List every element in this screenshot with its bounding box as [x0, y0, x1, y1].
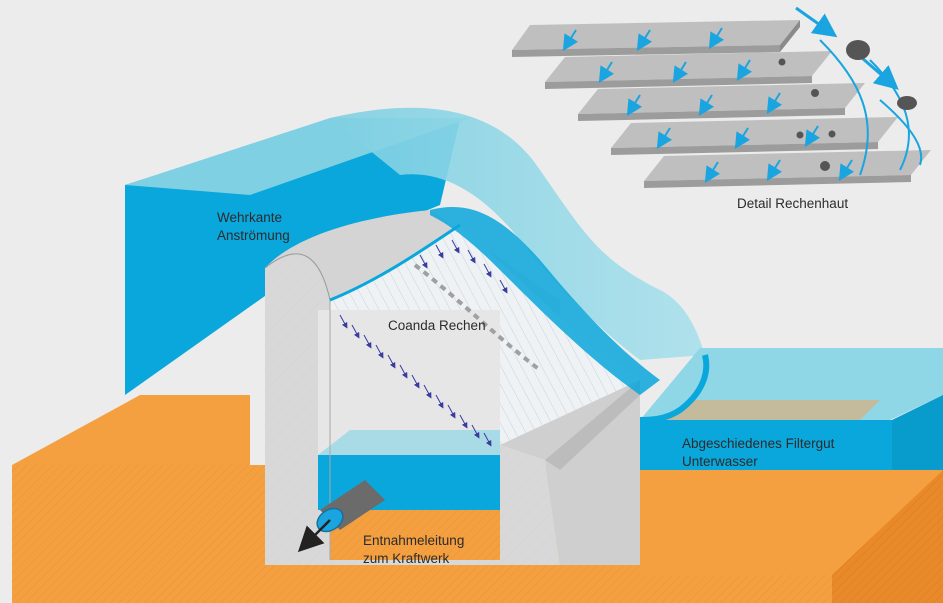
- screen-flow-arrows: [339, 239, 508, 447]
- debris-particles: [778, 40, 917, 171]
- label-entnahmeleitung: Entnahmeleitung: [363, 533, 464, 548]
- detail-bar: [512, 20, 800, 57]
- detail-flow-arrows: [562, 6, 923, 184]
- label-filtergut: Abgeschiedenes Filtergut: [682, 436, 835, 451]
- weir-structure: [264, 210, 640, 566]
- detail-bar: [611, 117, 898, 155]
- label-unterwasser: Unterwasser: [682, 454, 758, 469]
- label-detail-rechenhaut: Detail Rechenhaut: [737, 196, 848, 211]
- label-anstroemung: Anströmung: [217, 228, 290, 243]
- label-wehrkante: Wehrkante: [217, 210, 282, 225]
- detail-bar: [578, 83, 865, 121]
- detail-rechenhaut: [512, 6, 931, 188]
- screen-dashed-line: [413, 263, 542, 372]
- detail-bar: [545, 51, 832, 89]
- intake-pipe: [297, 480, 385, 553]
- label-coanda-rechen: Coanda Rechen: [388, 318, 486, 333]
- screen-water-film: [329, 207, 660, 395]
- downstream-water: [639, 348, 943, 470]
- label-zum-kraftwerk: zum Kraftwerk: [363, 551, 450, 566]
- detail-bar: [644, 150, 931, 188]
